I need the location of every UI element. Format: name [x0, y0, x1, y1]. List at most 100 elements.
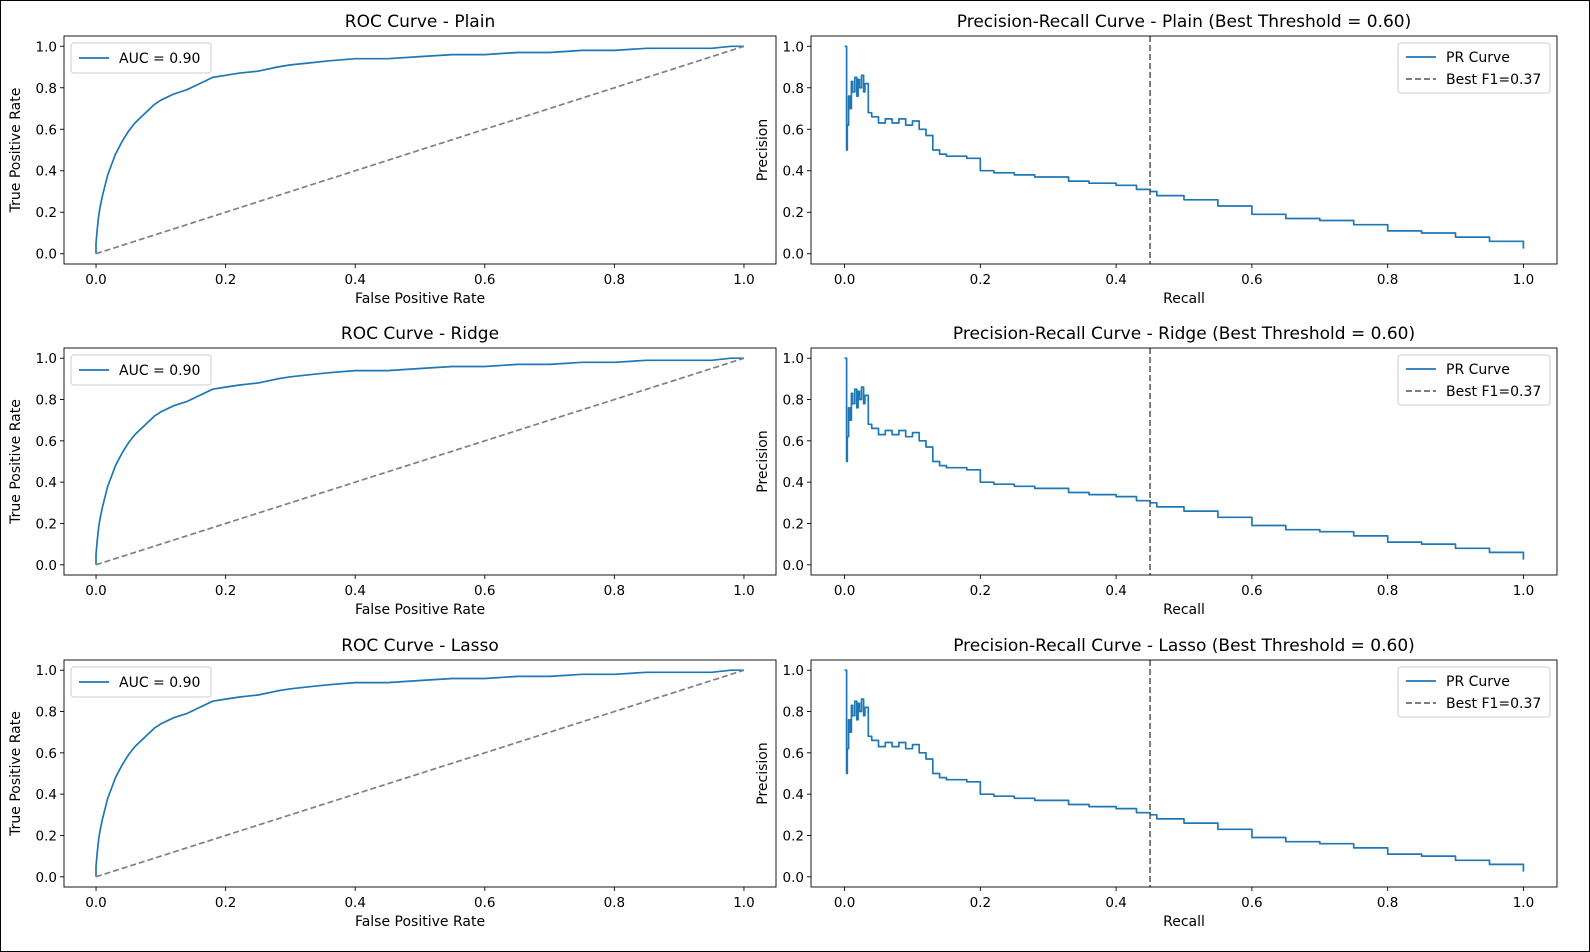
- y-tick-label: 0.4: [36, 475, 57, 491]
- y-tick-label: 1.0: [783, 39, 804, 55]
- legend-label: AUC = 0.90: [119, 363, 200, 379]
- y-tick-label: 0.6: [36, 746, 57, 762]
- x-tick-label: 0.4: [1105, 895, 1126, 911]
- x-axis-label: False Positive Rate: [355, 914, 485, 930]
- axes-frame: [810, 35, 1558, 265]
- x-tick-label: 0.4: [344, 583, 365, 599]
- y-tick-label: 0.4: [36, 164, 57, 180]
- x-tick-label: 1.0: [1513, 895, 1534, 911]
- x-tick-label: 0.6: [474, 583, 495, 599]
- axes-frame: [63, 659, 777, 888]
- legend-label: AUC = 0.90: [119, 51, 200, 67]
- pr-curve-line: [844, 357, 1525, 560]
- x-tick-label: 1.0: [733, 272, 754, 288]
- x-tick-label: 0.0: [85, 895, 106, 911]
- y-tick-label: 0.8: [36, 705, 57, 721]
- y-axis-label: Precision: [755, 119, 771, 181]
- pr-curve-line: [844, 669, 1525, 872]
- y-axis-label: True Positive Rate: [8, 88, 24, 214]
- x-tick-label: 0.0: [85, 583, 106, 599]
- chart-title: ROC Curve - Ridge: [341, 324, 499, 344]
- legend-box: [1397, 354, 1551, 406]
- y-tick-label: 0.6: [36, 434, 57, 450]
- y-tick-label: 1.0: [36, 39, 57, 55]
- y-tick-label: 0.6: [36, 122, 57, 138]
- x-tick-label: 0.4: [344, 895, 365, 911]
- y-tick-label: 0.2: [783, 828, 804, 844]
- legend-label: PR Curve: [1446, 362, 1510, 378]
- legend-box: [1397, 666, 1551, 718]
- x-tick-label: 0.4: [344, 272, 365, 288]
- y-tick-label: 1.0: [783, 351, 804, 367]
- x-tick-label: 0.0: [834, 272, 855, 288]
- roc-curve-line: [95, 669, 744, 877]
- x-tick-label: 0.6: [474, 272, 495, 288]
- legend-box: [70, 354, 212, 386]
- legend-label: Best F1=0.37: [1446, 384, 1541, 400]
- chart-title: ROC Curve - Plain: [345, 12, 495, 32]
- legend: AUC = 0.90: [70, 666, 212, 698]
- legend: PR Curve Best F1=0.37: [1397, 666, 1551, 718]
- x-tick-label: 1.0: [733, 583, 754, 599]
- legend: PR Curve Best F1=0.37: [1397, 354, 1551, 406]
- y-axis-label: Precision: [755, 430, 771, 492]
- plot-area: [95, 357, 745, 566]
- y-tick-label: 0.8: [783, 81, 804, 97]
- roc-panel-1: ROC Curve - Ridge 0.0 0.2 0.4 0.6 0.8 1.0 0.0 0.…: [8, 324, 777, 618]
- y-tick-label: 0.0: [36, 558, 57, 574]
- x-tick-label: 0.2: [215, 272, 236, 288]
- legend-box: [1397, 42, 1551, 94]
- pr-curve-line: [844, 45, 1525, 249]
- y-tick-label: 0.4: [783, 787, 804, 803]
- chart-title: Precision-Recall Curve - Ridge (Best Thr…: [953, 324, 1415, 344]
- y-axis-label: True Positive Rate: [8, 399, 24, 525]
- legend-label: AUC = 0.90: [119, 675, 200, 691]
- y-tick-label: 0.8: [36, 393, 57, 409]
- roc-panel-2: ROC Curve - Lasso 0.0 0.2 0.4 0.6 0.8 1.0 0.0 0.…: [8, 636, 777, 930]
- plot-area: [95, 669, 745, 878]
- y-tick-label: 0.2: [783, 516, 804, 532]
- pr-panel-0: Precision-Recall Curve - Plain (Best Thr…: [755, 12, 1558, 307]
- y-tick-label: 0.0: [36, 247, 57, 263]
- plot-area: [844, 348, 1525, 575]
- y-tick-label: 1.0: [783, 663, 804, 679]
- y-tick-label: 0.4: [783, 164, 804, 180]
- x-tick-label: 0.2: [215, 895, 236, 911]
- plot-area: [95, 45, 745, 255]
- legend: AUC = 0.90: [70, 354, 212, 386]
- pr-panel-2: Precision-Recall Curve - Lasso (Best Thr…: [755, 636, 1558, 930]
- x-tick-label: 0.8: [604, 583, 625, 599]
- y-tick-label: 0.0: [783, 247, 804, 263]
- x-tick-label: 1.0: [1513, 272, 1534, 288]
- x-tick-label: 0.8: [1377, 895, 1398, 911]
- x-axis-label: Recall: [1163, 914, 1205, 930]
- y-tick-label: 0.2: [36, 828, 57, 844]
- y-tick-label: 1.0: [36, 351, 57, 367]
- pr-panel-1: Precision-Recall Curve - Ridge (Best Thr…: [755, 324, 1558, 618]
- x-tick-label: 0.0: [85, 272, 106, 288]
- y-tick-label: 0.6: [783, 122, 804, 138]
- y-tick-label: 1.0: [36, 663, 57, 679]
- y-tick-label: 0.0: [783, 870, 804, 886]
- chart-title: ROC Curve - Lasso: [341, 636, 499, 656]
- y-tick-label: 0.2: [783, 205, 804, 221]
- y-tick-label: 0.8: [36, 81, 57, 97]
- y-tick-label: 0.0: [36, 870, 57, 886]
- x-tick-label: 0.6: [1241, 583, 1262, 599]
- x-tick-label: 0.8: [1377, 272, 1398, 288]
- axes-frame: [63, 347, 777, 576]
- legend-label: PR Curve: [1446, 674, 1510, 690]
- y-tick-label: 0.6: [783, 746, 804, 762]
- x-tick-label: 0.0: [834, 583, 855, 599]
- legend-box: [70, 666, 212, 698]
- legend-label: Best F1=0.37: [1446, 72, 1541, 88]
- axes-frame: [810, 659, 1558, 888]
- y-axis-label: Precision: [755, 742, 771, 804]
- y-tick-label: 0.8: [783, 393, 804, 409]
- y-tick-label: 0.2: [36, 205, 57, 221]
- chance-diagonal-line: [95, 669, 745, 878]
- x-tick-label: 0.4: [1105, 272, 1126, 288]
- y-tick-label: 0.8: [783, 705, 804, 721]
- y-axis-label: True Positive Rate: [8, 711, 24, 837]
